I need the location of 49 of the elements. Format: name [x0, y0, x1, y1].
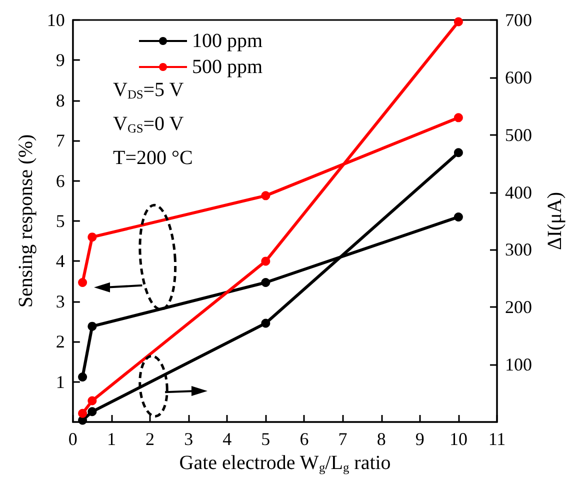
point: [454, 148, 463, 158]
x-tick-label: 3: [184, 429, 194, 449]
point: [261, 278, 270, 288]
legend-label: 500 ppm: [192, 56, 263, 78]
y2-axis-title: ΔI(μA): [544, 192, 566, 250]
point: [88, 396, 97, 406]
y-tick-label: 5: [56, 211, 65, 231]
point: [454, 212, 463, 222]
x-tick-label: 8: [376, 429, 386, 449]
y2-tick-label: 400: [505, 182, 532, 202]
y2-tick-label: 200: [505, 297, 532, 318]
y2-tick-label: 700: [505, 10, 532, 30]
point: [78, 372, 88, 382]
annotation: T=200 °C: [113, 147, 193, 169]
y-tick-label: 6: [56, 170, 65, 191]
x-tick-label: 10: [449, 429, 468, 449]
point: [261, 191, 270, 200]
x-tick-label: 0: [68, 429, 78, 449]
y-tick-label: 4: [56, 251, 65, 272]
point: [88, 232, 97, 242]
x-tick-label: 1: [106, 429, 116, 449]
point: [88, 407, 97, 416]
x-tick-label: 7: [338, 429, 348, 449]
point: [454, 113, 463, 122]
y2-tick-label: 300: [505, 240, 532, 260]
y-axis-title: Sensing response (%): [15, 134, 37, 308]
point: [78, 408, 88, 418]
point: [454, 17, 463, 26]
x-tick-label: 2: [146, 429, 155, 449]
y-tick-label: 1: [56, 372, 65, 392]
y-tick-label: 10: [46, 10, 65, 30]
y-tick-label: 7: [56, 130, 65, 151]
y-tick-label: 2: [56, 332, 65, 352]
point: [78, 278, 88, 288]
y-tick-label: 8: [56, 90, 65, 110]
point: [261, 256, 270, 266]
y2-tick-label: 600: [505, 67, 532, 88]
legend-label: 100 ppm: [192, 30, 263, 52]
x-tick-label: 6: [300, 429, 309, 449]
y-tick-label: 9: [56, 50, 65, 70]
x-tick-label: 5: [261, 429, 270, 449]
point: [261, 318, 270, 328]
y-tick-label: 3: [56, 291, 65, 312]
x-tick-label: 9: [415, 429, 424, 449]
y2-tick-label: 500: [505, 124, 532, 145]
y2-tick-label: 100: [505, 354, 532, 375]
point: [88, 322, 97, 331]
x-tick-label: 4: [222, 429, 232, 449]
x-tick-label: 11: [488, 429, 506, 449]
